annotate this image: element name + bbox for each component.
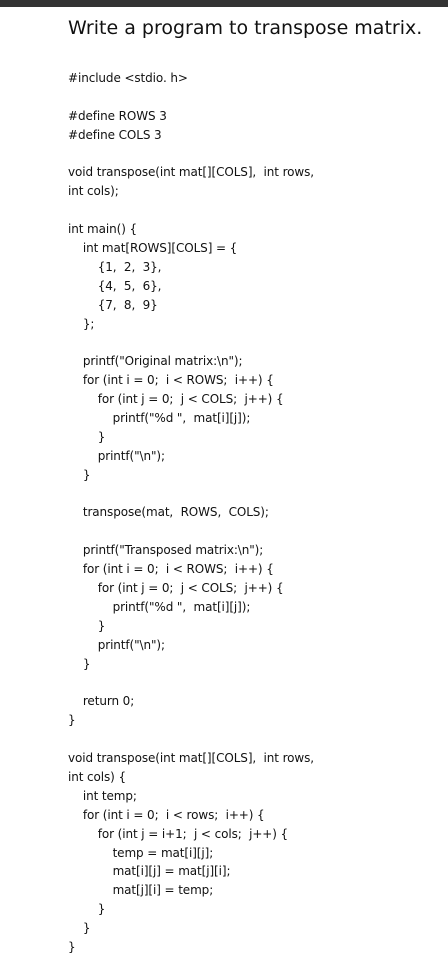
top-bar [0, 0, 448, 7]
code-line: for (int j = i+1; j < cols; j++) { [68, 826, 289, 841]
code-line [68, 674, 438, 693]
code-line: printf("Transposed matrix:\n"); [68, 543, 264, 558]
code-line: } [68, 429, 106, 444]
code-line: {7, 8, 9} [68, 297, 158, 312]
code-line: printf("%d ", mat[i][j]); [68, 411, 251, 426]
code-line: int cols) { [68, 769, 127, 784]
code-line: } [68, 939, 76, 954]
code-line: #define COLS 3 [68, 127, 162, 142]
code-line: #include <stdio. h> [68, 71, 188, 85]
code-line: int cols); [68, 184, 119, 199]
code-block: #include <stdio. h> #define ROWS 3 #define… [68, 69, 438, 957]
code-line: for (int i = 0; i < ROWS; i++) { [68, 373, 274, 388]
page-title: Write a program to transpose matrix. [68, 17, 423, 39]
code-line [68, 485, 438, 504]
code-line: printf("\n"); [68, 448, 165, 463]
code-line: transpose(mat, ROWS, COLS); [68, 505, 269, 520]
code-line [68, 145, 438, 164]
code-line: void transpose(int mat[][COLS], int rows… [68, 165, 314, 180]
code-line: for (int i = 0; i < rows; i++) { [68, 807, 265, 822]
code-line [68, 333, 438, 352]
code-line: {1, 2, 3}, [68, 259, 162, 274]
code-line: int mat[ROWS][COLS] = { [68, 241, 238, 256]
code-line: #define ROWS 3 [68, 108, 167, 123]
code-line [68, 522, 438, 541]
code-line: return 0; [68, 694, 135, 709]
code-line: mat[j][i] = temp; [68, 883, 214, 898]
code-line: } [68, 902, 106, 917]
code-line: printf("%d ", mat[i][j]); [68, 599, 251, 614]
code-line: mat[i][j] = mat[j][i]; [68, 864, 231, 879]
code-line: } [68, 713, 76, 728]
code-line: }; [68, 316, 95, 331]
code-line: int temp; [68, 788, 137, 803]
code-line: void transpose(int mat[][COLS], int rows… [68, 751, 314, 766]
code-line: for (int j = 0; j < COLS; j++) { [68, 581, 284, 596]
code-line: } [68, 618, 106, 633]
code-line: for (int i = 0; i < ROWS; i++) { [68, 562, 274, 577]
code-line [68, 88, 438, 107]
code-line: } [68, 656, 91, 671]
code-line: printf("Original matrix:\n"); [68, 354, 243, 369]
code-line: } [68, 921, 91, 936]
code-line: temp = mat[i][j]; [68, 845, 214, 860]
code-line: } [68, 467, 91, 482]
code-line [68, 730, 438, 749]
code-line [68, 201, 438, 220]
code-line: printf("\n"); [68, 637, 165, 652]
code-line: {4, 5, 6}, [68, 278, 162, 293]
code-line: int main() { [68, 222, 138, 237]
code-line: for (int j = 0; j < COLS; j++) { [68, 392, 284, 407]
